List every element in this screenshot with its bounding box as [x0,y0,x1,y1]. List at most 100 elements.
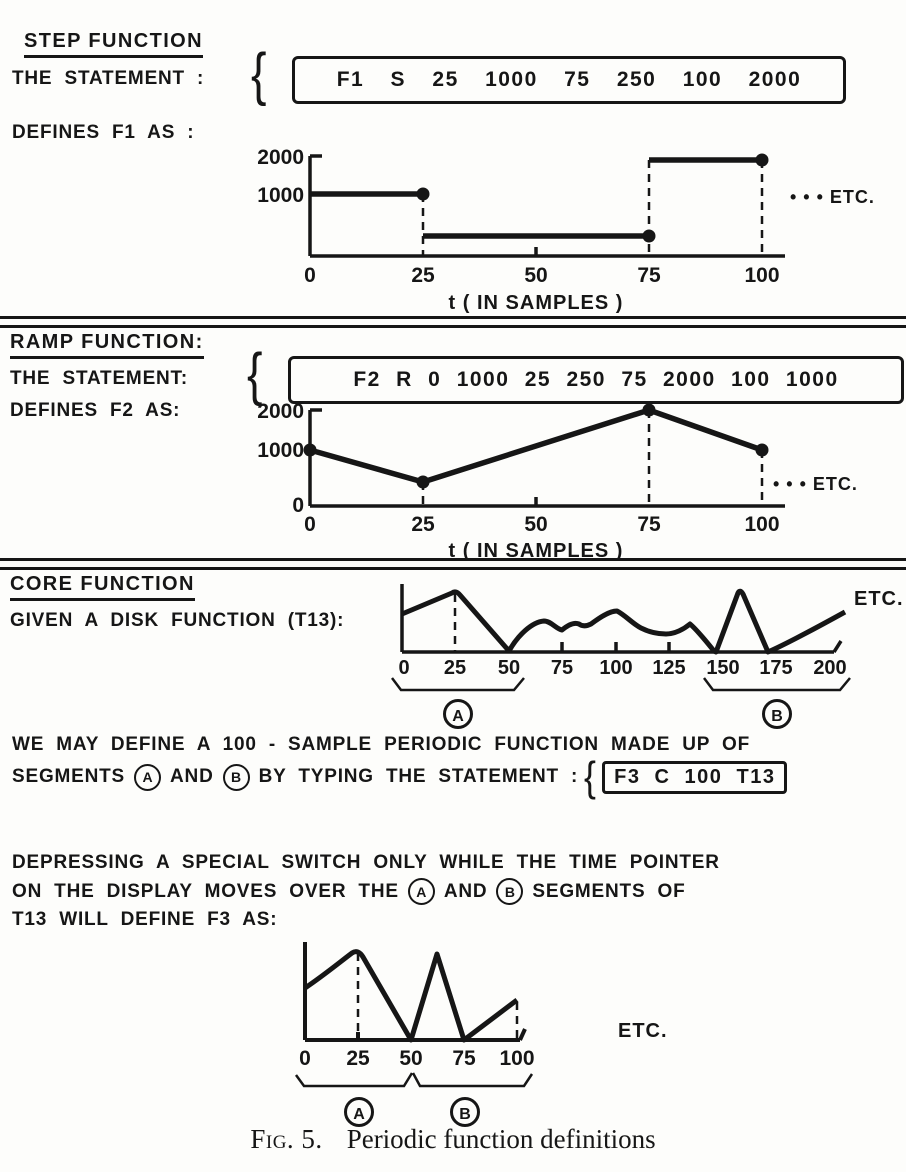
segment-b-label: B [771,708,783,725]
f2-x-tick-labels: 0 25 50 75 100 [304,513,779,536]
y-tick-1000: 1000 [257,184,304,207]
f3-core-function-plot: 0 25 50 75 100 A B ETC. [294,942,668,1127]
x-tick-50: 50 [524,264,547,287]
f3-segment-brackets [294,1072,534,1127]
f1-axes [308,154,785,258]
f2-statement-box: F2 R 0 1000 25 250 75 2000 100 1000 [288,356,904,404]
f1-x-axis-title: t ( IN SAMPLES ) [449,292,624,314]
t13-segment-brackets [391,677,851,729]
segment-a-bracket [391,677,525,692]
t13-axes [400,584,843,654]
define-text-line1: WE MAY DEFINE A 100 - SAMPLE PERIODIC FU… [12,734,750,755]
f3-x-tick-labels: 0 25 50 75 100 [299,1047,534,1070]
f2-x-axis-title: t ( IN SAMPLES ) [449,540,624,562]
switch-text-line1: DEPRESSING A SPECIAL SWITCH ONLY WHILE T… [12,852,720,873]
switch-text-line2: ON THE DISPLAY MOVES OVER THE A AND B SE… [12,878,686,905]
f3-etc-annotation: ETC. [618,1020,668,1042]
segment-b-circle [450,1097,480,1127]
x-tick-25: 25 [346,1047,370,1070]
t13-disk-function-plot: 0 25 50 75 100 125 150 175 200 A B ETC. [391,584,904,729]
ramp-function-heading: RAMP FUNCTION: [10,331,204,359]
f1-etc-annotation: • • • ETC. [790,187,875,207]
x-tick-150: 150 [706,657,739,679]
segment-b-badge: B [496,878,524,905]
segment-b-bracket [411,1072,534,1088]
f2-y-tick-labels: 2000 1000 0 [257,400,304,517]
switch-text-line3: T13 WILL DEFINE F3 AS: [12,909,278,930]
section-divider [0,558,906,570]
y-tick-0: 0 [292,494,304,517]
ramp-statement-label: THE STATEMENT: [10,368,188,389]
x-tick-0: 0 [304,513,316,536]
x-tick-200: 200 [813,657,846,679]
define-text-line2: SEGMENTS A AND B BY TYPING THE STATEMENT… [12,753,788,800]
segment-a-circle [443,699,473,729]
caption-text: Periodic function definitions [346,1124,656,1154]
left-curly-brace: { [246,342,263,407]
define-line2-post: BY TYPING THE STATEMENT : [258,766,579,787]
y-tick-2000: 2000 [257,146,304,169]
x-tick-125: 125 [652,657,685,679]
y-tick-2000: 2000 [257,400,304,423]
f2-axes [308,408,785,508]
f1-data-dots [416,153,769,243]
x-tick-25: 25 [411,513,435,536]
f2-etc-annotation: • • • ETC. [773,474,858,494]
segment-a-badge: A [407,878,435,905]
f1-step-curve [310,157,762,239]
f1-step-plot: 2000 1000 0 25 50 75 100 • • • ETC. t ( … [257,146,875,314]
defines-f1-label: DEFINES F1 AS : [12,122,195,143]
f2-data-dots [303,403,769,489]
x-tick-75: 75 [452,1047,476,1070]
core-function-heading: CORE FUNCTION [10,573,195,601]
x-tick-75: 75 [551,657,573,679]
caption-number: Fig. 5. [250,1124,323,1154]
section-divider [0,316,906,328]
x-tick-50: 50 [524,513,547,536]
x-tick-75: 75 [637,264,661,287]
x-tick-50: 50 [399,1047,422,1070]
x-tick-0: 0 [398,657,409,679]
f2-ramp-plot: 2000 1000 0 0 25 50 75 100 • • • ETC. t … [257,400,858,562]
defines-f2-label: DEFINES F2 AS: [10,400,181,421]
t13-freehand-curve [401,588,847,655]
figure-caption: Fig. 5. Periodic function definitions [0,1124,906,1155]
step-function-heading: STEP FUNCTION [24,30,203,58]
segment-a-label: A [353,1106,365,1123]
segment-a-badge: A [134,763,162,791]
x-tick-0: 0 [299,1047,311,1070]
segment-b-circle [762,699,792,729]
segment-b-bracket [703,677,851,692]
x-tick-100: 100 [599,657,632,679]
f3-curve [303,949,519,1043]
left-curly-brace: { [250,42,267,107]
f2-dashed-lines [421,410,764,506]
segment-b-badge: B [222,763,250,791]
step-statement-label: THE STATEMENT : [12,68,205,89]
x-tick-25: 25 [411,264,435,287]
switch-line2-pre: ON THE DISPLAY MOVES OVER THE [12,880,399,902]
f1-x-tick-labels: 0 25 50 75 100 [304,264,779,287]
x-tick-75: 75 [637,513,661,536]
t13-etc-annotation: ETC. [854,588,904,610]
f1-statement-box: F1 S 25 1000 75 250 100 2000 [292,56,846,104]
f3-dashed-lines [356,953,519,1040]
f1-y-tick-labels: 2000 1000 [257,146,304,207]
t13-x-tick-labels: 0 25 50 75 100 125 150 175 200 [398,657,846,679]
define-line2-and: AND [170,766,214,787]
x-tick-50: 50 [498,657,520,679]
f3-statement-box: F3 C 100 T13 [602,760,788,794]
segment-a-bracket [294,1072,414,1088]
f1-dashed-lines [421,160,764,256]
x-tick-175: 175 [759,657,792,679]
x-tick-0: 0 [304,264,316,287]
segment-a-circle [344,1097,374,1127]
segment-a-label: A [452,708,464,725]
f2-ramp-curve [309,407,763,485]
x-tick-100: 100 [744,264,779,287]
switch-line2-post: SEGMENTS OF [532,880,686,902]
switch-line2-and: AND [443,880,488,902]
left-curly-brace: { [584,753,597,800]
segment-b-label: B [459,1106,471,1123]
